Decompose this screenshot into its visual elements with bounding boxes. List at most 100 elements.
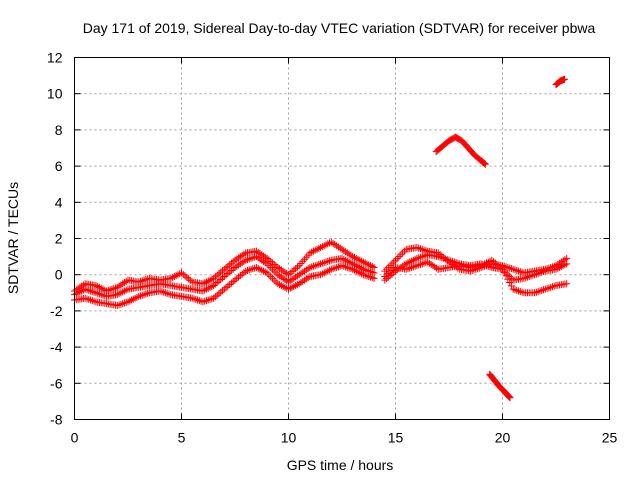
data-point — [506, 394, 514, 402]
data-point — [274, 280, 282, 288]
data-point — [215, 290, 223, 298]
data-point — [115, 290, 123, 298]
data-point — [219, 267, 227, 275]
data-point — [343, 257, 351, 265]
data-point — [226, 268, 234, 276]
data-point — [436, 250, 444, 258]
data-point — [83, 295, 91, 303]
data-point — [222, 271, 230, 279]
data-point — [270, 267, 278, 275]
data-point — [342, 263, 350, 271]
data-point — [506, 264, 514, 272]
data-point — [261, 268, 269, 276]
data-point — [427, 260, 435, 268]
data-point — [277, 273, 285, 281]
data-point — [422, 247, 430, 255]
data-point — [365, 261, 373, 269]
data-point — [267, 263, 275, 271]
data-point — [354, 263, 362, 271]
data-point — [531, 289, 539, 297]
data-point — [358, 264, 366, 272]
data-point — [418, 253, 426, 261]
y-tick-label: -4 — [50, 339, 63, 355]
data-point — [267, 257, 275, 265]
data-point — [290, 282, 298, 290]
data-point — [315, 260, 323, 268]
data-point — [135, 292, 143, 300]
data-point — [338, 245, 346, 253]
data-point — [561, 261, 569, 269]
data-point — [322, 258, 330, 266]
data-point — [536, 269, 544, 277]
data-point — [165, 290, 173, 298]
data-point — [363, 260, 371, 268]
data-point — [199, 287, 207, 295]
data-point — [219, 287, 227, 295]
data-point — [260, 252, 268, 260]
data-point — [215, 270, 223, 278]
data-point — [288, 276, 296, 284]
data-point — [301, 276, 309, 284]
data-point — [318, 270, 326, 278]
data-point — [115, 282, 123, 290]
data-point — [434, 249, 442, 257]
data-point — [406, 258, 414, 266]
data-point — [279, 267, 287, 275]
data-point — [201, 286, 209, 294]
data-point — [85, 295, 93, 303]
data-point — [513, 286, 521, 294]
data-point — [557, 263, 565, 271]
data-point — [263, 254, 271, 262]
data-point — [293, 272, 301, 280]
data-point — [392, 256, 399, 264]
data-point — [333, 242, 341, 250]
data-point — [238, 259, 246, 267]
data-point — [415, 261, 423, 269]
data-point — [502, 269, 510, 277]
y-tick-label: 6 — [55, 158, 63, 174]
data-point — [481, 160, 489, 168]
data-point — [350, 254, 358, 262]
data-point — [320, 259, 328, 267]
data-point — [518, 288, 526, 296]
data-point — [559, 262, 567, 270]
data-point — [413, 244, 421, 252]
data-point — [509, 285, 517, 293]
y-tick-label: 4 — [55, 194, 63, 210]
data-point — [297, 269, 305, 277]
data-point — [286, 269, 294, 277]
data-point — [97, 284, 105, 292]
x-tick-label: 0 — [71, 430, 79, 446]
data-point — [285, 285, 292, 293]
series-arc-top — [432, 133, 489, 168]
data-point — [235, 261, 243, 269]
data-point — [227, 279, 235, 287]
data-point — [286, 284, 294, 292]
data-point — [349, 253, 357, 261]
data-point — [313, 245, 321, 253]
data-point — [545, 284, 553, 292]
data-point — [317, 260, 325, 268]
data-point — [222, 284, 230, 292]
data-point — [204, 277, 212, 285]
data-point — [276, 265, 284, 273]
data-point — [429, 262, 437, 270]
data-point — [233, 262, 241, 270]
data-point — [334, 263, 342, 271]
data-point — [92, 282, 100, 290]
data-point — [409, 256, 417, 264]
data-point — [402, 265, 410, 273]
data-point — [507, 274, 515, 282]
data-point — [208, 275, 216, 283]
data-point — [477, 262, 485, 270]
x-tick-label: 25 — [602, 430, 618, 446]
data-point — [301, 267, 309, 275]
data-point — [317, 271, 325, 279]
data-point — [491, 259, 499, 267]
data-point — [340, 247, 348, 255]
data-point — [359, 265, 367, 273]
data-point — [367, 268, 375, 276]
data-point — [306, 249, 314, 257]
data-point — [340, 262, 348, 270]
data-point — [78, 282, 86, 290]
